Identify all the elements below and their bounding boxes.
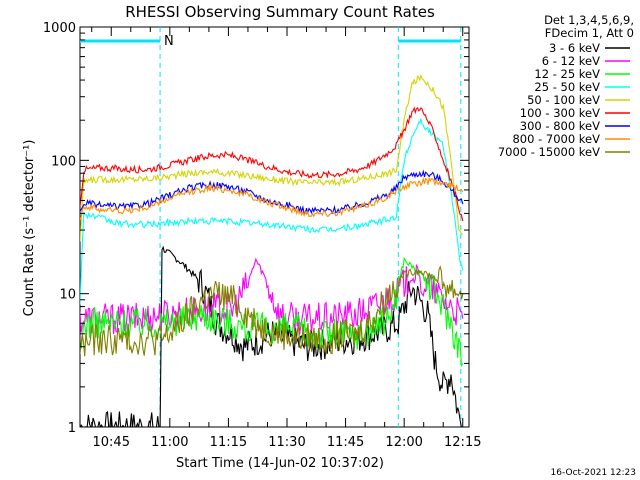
- series-line-3: [80, 117, 464, 305]
- legend-item-label: 6 - 12 keV: [542, 54, 600, 68]
- generated-timestamp: 16-Oct-2021 12:23: [551, 468, 636, 478]
- x-tick-label: 12:00: [385, 435, 422, 450]
- series-line-1: [80, 257, 464, 335]
- y-axis: 1 10 100 1000: [43, 21, 469, 436]
- series-line-2: [80, 256, 464, 368]
- series-line-5: [80, 106, 464, 222]
- chart-title: RHESSI Observing Summary Count Rates: [125, 3, 435, 21]
- x-tick-label: 11:15: [210, 435, 247, 450]
- legend: Det 1,3,4,5,6,9,FDecim 1, Att 03 - 6 keV…: [498, 13, 634, 159]
- legend-item-label: 800 - 7000 keV: [512, 132, 600, 146]
- flag-label: N: [164, 34, 174, 49]
- series-line-7: [80, 176, 464, 220]
- series-line-6: [80, 169, 464, 215]
- y-tick-label: 1000: [43, 21, 76, 36]
- y-tick-label: 1: [68, 421, 76, 436]
- plot-frame: [79, 26, 470, 428]
- legend-item-label: 7000 - 15000 keV: [498, 145, 600, 159]
- x-tick-label: 12:15: [444, 435, 481, 450]
- y-tick-label: 100: [51, 154, 76, 169]
- series-line-4: [80, 74, 463, 242]
- legend-header-line: FDecim 1, Att 0: [545, 26, 634, 40]
- x-tick-label: 11:30: [268, 435, 305, 450]
- legend-item-label: 25 - 50 keV: [534, 80, 600, 94]
- series-line-0: [80, 245, 463, 427]
- series-layer: [80, 74, 464, 427]
- x-tick-label: 11:00: [151, 435, 188, 450]
- x-tick-label: 10:45: [93, 435, 130, 450]
- legend-header-line: Det 1,3,4,5,6,9,: [544, 13, 634, 27]
- y-axis-label: Count Rate (s⁻¹ detector⁻¹): [22, 140, 37, 317]
- series-line-8: [80, 265, 464, 357]
- legend-item-label: 300 - 800 keV: [520, 119, 600, 133]
- legend-item-label: 12 - 25 keV: [534, 67, 600, 81]
- x-axis-label: Start Time (14-Jun-02 10:37:02): [176, 456, 384, 471]
- y-tick-label: 10: [59, 288, 76, 303]
- legend-item-label: 100 - 300 keV: [520, 106, 600, 120]
- x-tick-label: 11:45: [327, 435, 364, 450]
- legend-item-label: 3 - 6 keV: [549, 41, 600, 55]
- x-axis: 10:45 11:00 11:15 11:30 11:45 12:00 12:15: [91, 27, 481, 450]
- legend-item-label: 50 - 100 keV: [527, 93, 600, 107]
